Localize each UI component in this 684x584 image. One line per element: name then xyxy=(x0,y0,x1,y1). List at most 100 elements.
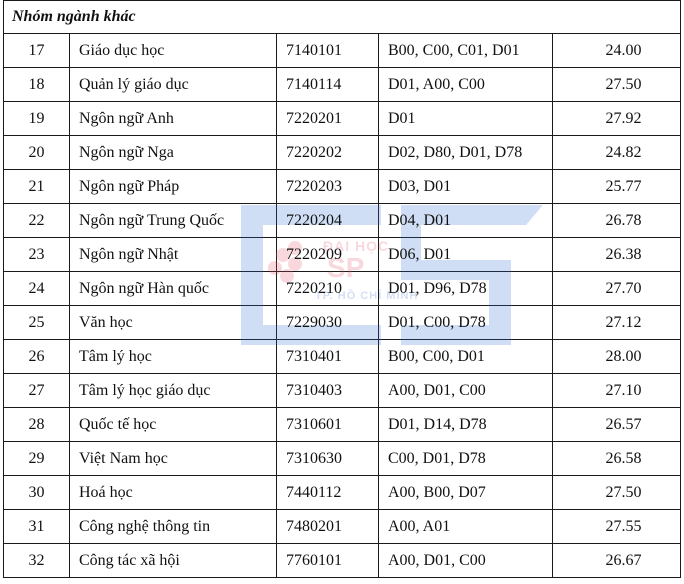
major-code: 7220201 xyxy=(276,101,379,136)
table-row: 30 Hoá học 7440112 A00, B00, D07 27.50 xyxy=(3,475,682,510)
table-row: 31 Công nghệ thông tin 7480201 A00, A01 27.5… xyxy=(3,509,682,544)
major-code: 7480201 xyxy=(276,509,379,544)
subject-combinations: A00, B00, D07 xyxy=(378,475,553,510)
table-row: 17 Giáo dục học 7140101 B00, C00, C01, D01 2… xyxy=(3,33,682,68)
subject-combinations: D01, D96, D78 xyxy=(378,271,553,306)
major-code: 7310630 xyxy=(276,441,379,476)
major-code: 7760101 xyxy=(276,543,379,578)
row-number: 17 xyxy=(3,33,70,68)
subject-combinations: D01 xyxy=(378,101,553,136)
major-code: 7229030 xyxy=(276,305,379,340)
cutoff-score: 24.82 xyxy=(551,135,682,170)
major-name: Văn học xyxy=(69,305,277,340)
subject-combinations: A00, A01 xyxy=(378,509,553,544)
major-name: Việt Nam học xyxy=(69,441,277,476)
table-row: 20 Ngôn ngữ Nga 7220202 D02, D80, D01, D78 2… xyxy=(3,135,682,170)
table-row: 25 Văn học 7229030 D01, C00, D78 27.12 xyxy=(3,305,682,340)
subject-combinations: D06, D01 xyxy=(378,237,553,272)
major-code: 7220209 xyxy=(276,237,379,272)
cutoff-score: 27.92 xyxy=(551,101,682,136)
major-name: Quốc tế học xyxy=(69,407,277,442)
cutoff-score: 26.78 xyxy=(551,203,682,238)
major-name: Ngôn ngữ Trung Quốc xyxy=(69,203,277,238)
table-row: 23 Ngôn ngữ Nhật 7220209 D06, D01 26.38 xyxy=(3,237,682,272)
table-row: 21 Ngôn ngữ Pháp 7220203 D03, D01 25.77 xyxy=(3,169,682,204)
group-title: Nhóm ngành khác xyxy=(2,0,682,34)
cutoff-score: 27.12 xyxy=(551,305,682,340)
row-number: 20 xyxy=(3,135,70,170)
cutoff-score: 27.50 xyxy=(551,475,682,510)
cutoff-score: 26.58 xyxy=(551,441,682,476)
row-number: 31 xyxy=(3,509,70,544)
cutoff-score: 28.00 xyxy=(551,339,682,374)
major-name: Tâm lý học giáo dục xyxy=(69,373,277,408)
major-code: 7220204 xyxy=(276,203,379,238)
major-code: 7310403 xyxy=(276,373,379,408)
cutoff-score: 27.55 xyxy=(551,509,682,544)
cutoff-score: 26.57 xyxy=(551,407,682,442)
table-row: 32 Công tác xã hội 7760101 A00, D01, C00 26.… xyxy=(3,543,682,578)
row-number: 29 xyxy=(3,441,70,476)
row-number: 30 xyxy=(3,475,70,510)
group-header-row: Nhóm ngành khác xyxy=(2,0,682,34)
row-number: 24 xyxy=(3,271,70,306)
cutoff-score: 27.70 xyxy=(551,271,682,306)
major-name: Ngôn ngữ Hàn quốc xyxy=(69,271,277,306)
table-row: 27 Tâm lý học giáo dục 7310403 A00, D01, C0… xyxy=(3,373,682,408)
table-row: 26 Tâm lý học 7310401 B00, C00, D01 28.00 xyxy=(3,339,682,374)
row-number: 25 xyxy=(3,305,70,340)
subject-combinations: D01, C00, D78 xyxy=(378,305,553,340)
major-name: Giáo dục học xyxy=(69,33,277,68)
row-number: 27 xyxy=(3,373,70,408)
subject-combinations: D02, D80, D01, D78 xyxy=(378,135,553,170)
row-number: 21 xyxy=(3,169,70,204)
cutoff-score: 25.77 xyxy=(551,169,682,204)
major-code: 7140101 xyxy=(276,33,379,68)
major-code: 7220203 xyxy=(276,169,379,204)
subject-combinations: D01, A00, C00 xyxy=(378,67,553,102)
row-number: 32 xyxy=(3,543,70,578)
table-row: 19 Ngôn ngữ Anh 7220201 D01 27.92 xyxy=(3,101,682,136)
major-code: 7310601 xyxy=(276,407,379,442)
major-name: Ngôn ngữ Nga xyxy=(69,135,277,170)
major-name: Tâm lý học xyxy=(69,339,277,374)
table-row: 18 Quản lý giáo dục 7140114 D01, A00, C00 27… xyxy=(3,67,682,102)
major-name: Ngôn ngữ Anh xyxy=(69,101,277,136)
subject-combinations: A00, D01, C00 xyxy=(378,373,553,408)
major-code: 7140114 xyxy=(276,67,379,102)
row-number: 28 xyxy=(3,407,70,442)
cutoff-score: 24.00 xyxy=(551,33,682,68)
major-name: Hoá học xyxy=(69,475,277,510)
row-number: 19 xyxy=(3,101,70,136)
major-name: Công tác xã hội xyxy=(69,543,277,578)
table-row: 24 Ngôn ngữ Hàn quốc 7220210 D01, D96, D78 2… xyxy=(3,271,682,306)
subject-combinations: B00, C00, D01 xyxy=(378,339,553,374)
major-name: Ngôn ngữ Nhật xyxy=(69,237,277,272)
row-number: 18 xyxy=(3,67,70,102)
row-number: 22 xyxy=(3,203,70,238)
table-row: 22 Ngôn ngữ Trung Quốc 7220204 D04, D01 26.7… xyxy=(3,203,682,238)
subject-combinations: C00, D01, D78 xyxy=(378,441,553,476)
cutoff-score: 27.50 xyxy=(551,67,682,102)
major-name: Công nghệ thông tin xyxy=(69,509,277,544)
major-code: 7310401 xyxy=(276,339,379,374)
subject-combinations: D04, D01 xyxy=(378,203,553,238)
row-number: 26 xyxy=(3,339,70,374)
subject-combinations: A00, D01, C00 xyxy=(378,543,553,578)
major-name: Ngôn ngữ Pháp xyxy=(69,169,277,204)
table-row: 28 Quốc tế học 7310601 D01, D14, D78 26.57 xyxy=(3,407,682,442)
subject-combinations: D01, D14, D78 xyxy=(378,407,553,442)
row-number: 23 xyxy=(3,237,70,272)
major-code: 7440112 xyxy=(276,475,379,510)
subject-combinations: B00, C00, C01, D01 xyxy=(378,33,553,68)
table-row: 29 Việt Nam học 7310630 C00, D01, D78 26.58 xyxy=(3,441,682,476)
major-code: 7220202 xyxy=(276,135,379,170)
major-name: Quản lý giáo dục xyxy=(69,67,277,102)
major-code: 7220210 xyxy=(276,271,379,306)
cutoff-score: 26.38 xyxy=(551,237,682,272)
cutoff-score: 27.10 xyxy=(551,373,682,408)
subject-combinations: D03, D01 xyxy=(378,169,553,204)
cutoff-score: 26.67 xyxy=(551,543,682,578)
